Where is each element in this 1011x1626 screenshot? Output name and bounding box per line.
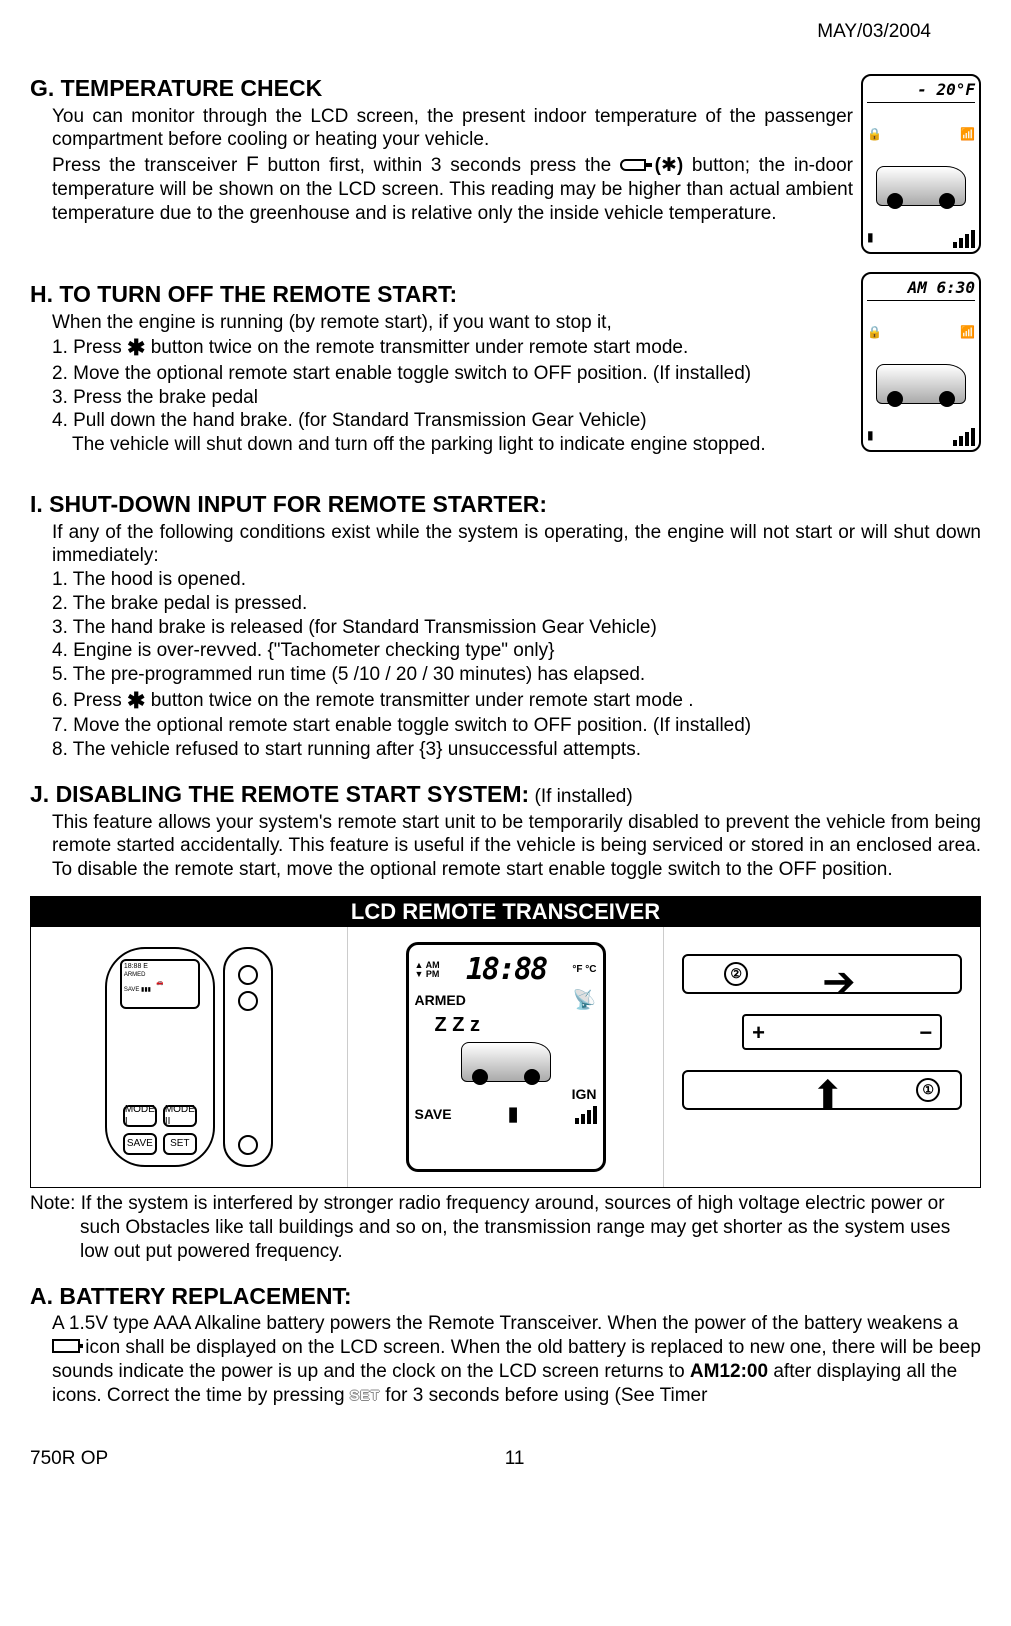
arrow-right-icon: ➔ <box>822 972 856 992</box>
car-icon <box>876 166 966 206</box>
side-button <box>238 991 258 1011</box>
battery-icon: ▮ <box>867 428 874 446</box>
i-l4: 4. Engine is over-revved. {"Tachometer c… <box>52 639 981 663</box>
lcd-clock-value: AM 6:30 <box>867 278 975 301</box>
arrow-up-icon: ⬆ <box>811 1086 845 1106</box>
side-button <box>238 1135 258 1155</box>
h-l1: 1. Press ✱ button twice on the remote tr… <box>52 334 981 362</box>
i-l7: 7. Move the optional remote start enable… <box>52 714 981 738</box>
remote-btn-set: SET <box>163 1133 197 1155</box>
section-a-title: A. BATTERY REPLACEMENT: <box>30 1282 981 1311</box>
zzz-icon: Z Z z <box>435 1013 481 1038</box>
section-g-title: G. TEMPERATURE CHECK <box>30 74 981 103</box>
remote-front: 18:88 E ARMED 🚗 SAVE ▮▮▮ MODE I MODE II … <box>105 947 215 1167</box>
i-intro: If any of the following conditions exist… <box>52 521 981 569</box>
j-subtitle: (If installed) <box>529 786 632 807</box>
star-icon: ✱ <box>127 335 145 360</box>
h-intro: When the engine is running (by remote st… <box>52 311 981 335</box>
lock-icon: 🔒 <box>867 325 882 340</box>
remote-mini-screen: 18:88 E ARMED 🚗 SAVE ▮▮▮ <box>120 959 200 1009</box>
car-icon <box>461 1042 551 1082</box>
f-button-label: F <box>246 153 259 176</box>
h-l2: 2. Move the optional remote start enable… <box>52 362 981 386</box>
signal-icon <box>953 428 975 446</box>
aaa-battery-icon <box>742 1014 942 1050</box>
transceiver-row: 18:88 E ARMED 🚗 SAVE ▮▮▮ MODE I MODE II … <box>30 927 981 1188</box>
section-h-body: When the engine is running (by remote st… <box>30 311 981 460</box>
lock-icon: 🔒 <box>867 127 882 142</box>
note-text: Note: If the system is interfered by str… <box>30 1192 981 1263</box>
battery-diagram-cell: ② ➔ ⬆ ① <box>664 927 980 1187</box>
armed-label: ARMED <box>415 992 466 1010</box>
section-h-title: H. TO TURN OFF THE REMOTE START: <box>30 280 981 309</box>
header-date: MAY/03/2004 <box>30 20 981 44</box>
temp-unit: °F °C <box>572 964 596 977</box>
i-l6: 6. Press ✱ button twice on the remote tr… <box>52 687 981 715</box>
remote-btn-mode2: MODE II <box>163 1105 197 1127</box>
lcd-banner: LCD REMOTE TRANSCEIVER <box>30 896 981 928</box>
antenna-icon: 📶 <box>960 325 975 340</box>
car-icon <box>876 364 966 404</box>
remote-front-back: 18:88 E ARMED 🚗 SAVE ▮▮▮ MODE I MODE II … <box>31 927 348 1187</box>
h-l4b: The vehicle will shut down and turn off … <box>52 433 981 457</box>
ign-label: IGN <box>572 1086 597 1104</box>
i-l8: 8. The vehicle refused to start running … <box>52 738 981 762</box>
remote-btn-mode1: MODE I <box>123 1105 157 1127</box>
battery-icon: ▮ <box>508 1103 518 1127</box>
battery-low-icon <box>52 1339 80 1353</box>
remote-side <box>223 947 273 1167</box>
step-2-icon: ② <box>724 962 748 986</box>
h-l4: 4. Pull down the hand brake. (for Standa… <box>52 409 981 433</box>
i-l1: 1. The hood is opened. <box>52 568 981 592</box>
signal-icon <box>575 1106 597 1124</box>
battery-diagram: ② ➔ ⬆ ① <box>682 954 962 1160</box>
j-body: This feature allows your system's remote… <box>52 811 981 882</box>
big-lcd: ▲ AM▼ PM 18:88 °F °C ARMED📡 Z Z z IGN SA… <box>406 942 606 1172</box>
section-j-body: This feature allows your system's remote… <box>30 811 981 882</box>
step-1-icon: ① <box>916 1078 940 1102</box>
i-l3: 3. The hand brake is released (for Stand… <box>52 616 981 640</box>
signal-icon <box>953 230 975 248</box>
battery-icon: ▮ <box>867 230 874 248</box>
h-l3: 3. Press the brake pedal <box>52 386 981 410</box>
antenna-icon: 📶 <box>960 127 975 142</box>
section-i-body: If any of the following conditions exist… <box>30 521 981 762</box>
section-j-title: J. DISABLING THE REMOTE START SYSTEM: (I… <box>30 780 981 809</box>
big-lcd-cell: ▲ AM▼ PM 18:88 °F °C ARMED📡 Z Z z IGN SA… <box>348 927 665 1187</box>
remote-btn-save: SAVE <box>123 1133 157 1155</box>
pm-label: ▼ PM <box>415 970 440 979</box>
star-icon: ✱ <box>127 688 145 713</box>
save-label: SAVE <box>415 1106 452 1124</box>
lcd-temp-value: - 20°F <box>867 80 975 103</box>
lcd-screen-clock: AM 6:30 🔒 📶 ▮ <box>861 272 981 452</box>
am1200: AM12:00 <box>690 1361 768 1382</box>
section-a-body: A 1.5V type AAA Alkaline battery powers … <box>30 1312 981 1407</box>
antenna-icon: 📡 <box>573 989 597 1013</box>
i-l2: 2. The brake pedal is pressed. <box>52 592 981 616</box>
page-footer: 750R OP 11 <box>30 1447 981 1471</box>
start-icon: ✱ <box>661 155 677 176</box>
g-p1: You can monitor through the LCD screen, … <box>52 105 981 153</box>
set-button-icon: SET <box>350 1387 380 1405</box>
key-icon <box>620 159 646 171</box>
footer-page: 11 <box>505 1447 525 1471</box>
footer-left: 750R OP <box>30 1447 108 1471</box>
seg-time: 18:88 <box>466 951 546 989</box>
lcd-screen-temp: - 20°F 🔒 📶 ▮ <box>861 74 981 254</box>
side-button <box>238 965 258 985</box>
section-g-body: You can monitor through the LCD screen, … <box>30 105 981 262</box>
g-p2: Press the transceiver F button first, wi… <box>52 152 981 226</box>
section-i-title: I. SHUT-DOWN INPUT FOR REMOTE STARTER: <box>30 490 981 519</box>
i-l5: 5. The pre-programmed run time (5 /10 / … <box>52 663 981 687</box>
